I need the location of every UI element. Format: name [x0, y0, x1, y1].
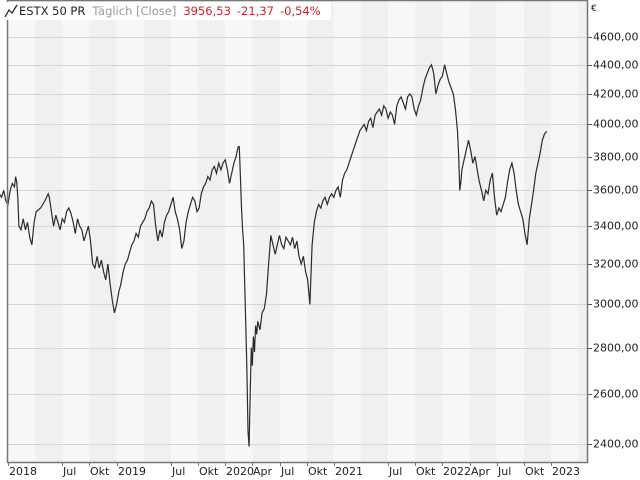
- instrument-name: ESTX 50 PR: [19, 4, 86, 18]
- y-tick: [588, 304, 592, 305]
- x-axis-label: Jul: [389, 465, 403, 478]
- x-axis-label: 2021: [335, 465, 363, 478]
- x-axis-label: Apr: [471, 465, 491, 478]
- y-tick: [588, 444, 592, 445]
- y-axis-label: 2400,00: [593, 437, 639, 451]
- x-tick: [334, 463, 335, 466]
- x-tick: [280, 463, 281, 466]
- quarter-stripe: [333, 0, 361, 462]
- x-axis-label: Apr: [253, 465, 273, 478]
- y-tick: [588, 157, 592, 158]
- plot-frame: [6, 0, 589, 464]
- x-tick: [388, 463, 389, 466]
- x-tick: [497, 463, 498, 466]
- y-axis-label: 3000,00: [593, 297, 639, 311]
- quarter-stripe: [8, 0, 36, 462]
- x-tick: [551, 463, 552, 466]
- price-change-percent: -0,54%: [279, 4, 321, 18]
- y-axis-label: 3800,00: [593, 150, 639, 164]
- quarter-stripe: [496, 0, 524, 462]
- price-line: [0, 63, 548, 447]
- quarter-stripe: [415, 0, 443, 462]
- x-tick: [225, 463, 226, 466]
- x-tick: [524, 463, 525, 466]
- x-tick: [442, 463, 443, 466]
- x-axis-label: Okt: [199, 465, 219, 478]
- quarter-stripe: [252, 0, 280, 462]
- quarter-stripe: [143, 0, 171, 462]
- x-axis-label: Jul: [498, 465, 512, 478]
- interval-label: Täglich [Close]: [92, 4, 177, 18]
- grid-lines: [8, 37, 587, 445]
- line-chart-icon: [4, 4, 18, 18]
- x-tick: [415, 463, 416, 466]
- x-axis-label: Jul: [172, 465, 186, 478]
- y-axis-label: 4200,00: [593, 87, 639, 101]
- quarter-stripe: [442, 0, 470, 462]
- quarter-stripe: [89, 0, 117, 462]
- y-tick: [588, 264, 592, 265]
- quarter-stripe: [551, 0, 579, 462]
- quarter-stripes: [8, 0, 587, 462]
- x-tick: [198, 463, 199, 466]
- y-axis-label: 2600,00: [593, 387, 639, 401]
- x-axis-label: Okt: [308, 465, 328, 478]
- x-tick: [470, 463, 471, 466]
- x-tick: [89, 463, 90, 466]
- quarter-stripe: [170, 0, 199, 462]
- currency-label: €: [591, 4, 597, 14]
- y-tick: [588, 65, 592, 66]
- x-tick: [171, 463, 172, 466]
- y-tick: [588, 37, 592, 38]
- quarter-stripe: [388, 0, 416, 462]
- last-price: 3956,53: [183, 4, 231, 18]
- x-tick: [8, 463, 9, 466]
- quarter-stripe: [469, 0, 497, 462]
- y-axis-label: 3200,00: [593, 257, 639, 271]
- x-tick: [117, 463, 118, 466]
- y-tick: [588, 94, 592, 95]
- quarter-stripe: [198, 0, 226, 462]
- x-axis-label: Okt: [525, 465, 545, 478]
- y-tick: [588, 190, 592, 191]
- y-axis-label: 2800,00: [593, 341, 639, 355]
- chart-legend: ESTX 50 PR Täglich [Close] 3956,53 -21,3…: [4, 2, 331, 20]
- y-tick: [588, 124, 592, 125]
- quarter-stripe: [306, 0, 334, 462]
- y-axis-label: 3600,00: [593, 183, 639, 197]
- x-axis-label: 2020: [226, 465, 254, 478]
- quarter-stripe: [578, 0, 587, 462]
- y-axis-label: 3400,00: [593, 219, 639, 233]
- x-tick: [62, 463, 63, 466]
- quarter-stripe: [35, 0, 63, 462]
- x-axis-label: 2022: [443, 465, 471, 478]
- x-axis-label: 2018: [9, 465, 37, 478]
- y-tick: [588, 226, 592, 227]
- x-axis-label: Jul: [63, 465, 77, 478]
- y-axis-label: 4000,00: [593, 117, 639, 131]
- y-tick: [588, 394, 592, 395]
- quarter-stripe: [279, 0, 307, 462]
- x-tick: [252, 463, 253, 466]
- y-axis-label: 4600,00: [593, 30, 639, 44]
- y-axis-label: 4400,00: [593, 58, 639, 72]
- x-tick: [307, 463, 308, 466]
- quarter-stripe: [225, 0, 253, 462]
- x-axis-label: Okt: [90, 465, 110, 478]
- price-change: -21,37: [236, 4, 274, 18]
- x-axis-label: Okt: [416, 465, 436, 478]
- x-axis-label: Jul: [281, 465, 295, 478]
- quarter-stripe: [360, 0, 389, 462]
- x-axis-label: 2019: [118, 465, 146, 478]
- x-axis-label: 2023: [552, 465, 580, 478]
- y-tick: [588, 348, 592, 349]
